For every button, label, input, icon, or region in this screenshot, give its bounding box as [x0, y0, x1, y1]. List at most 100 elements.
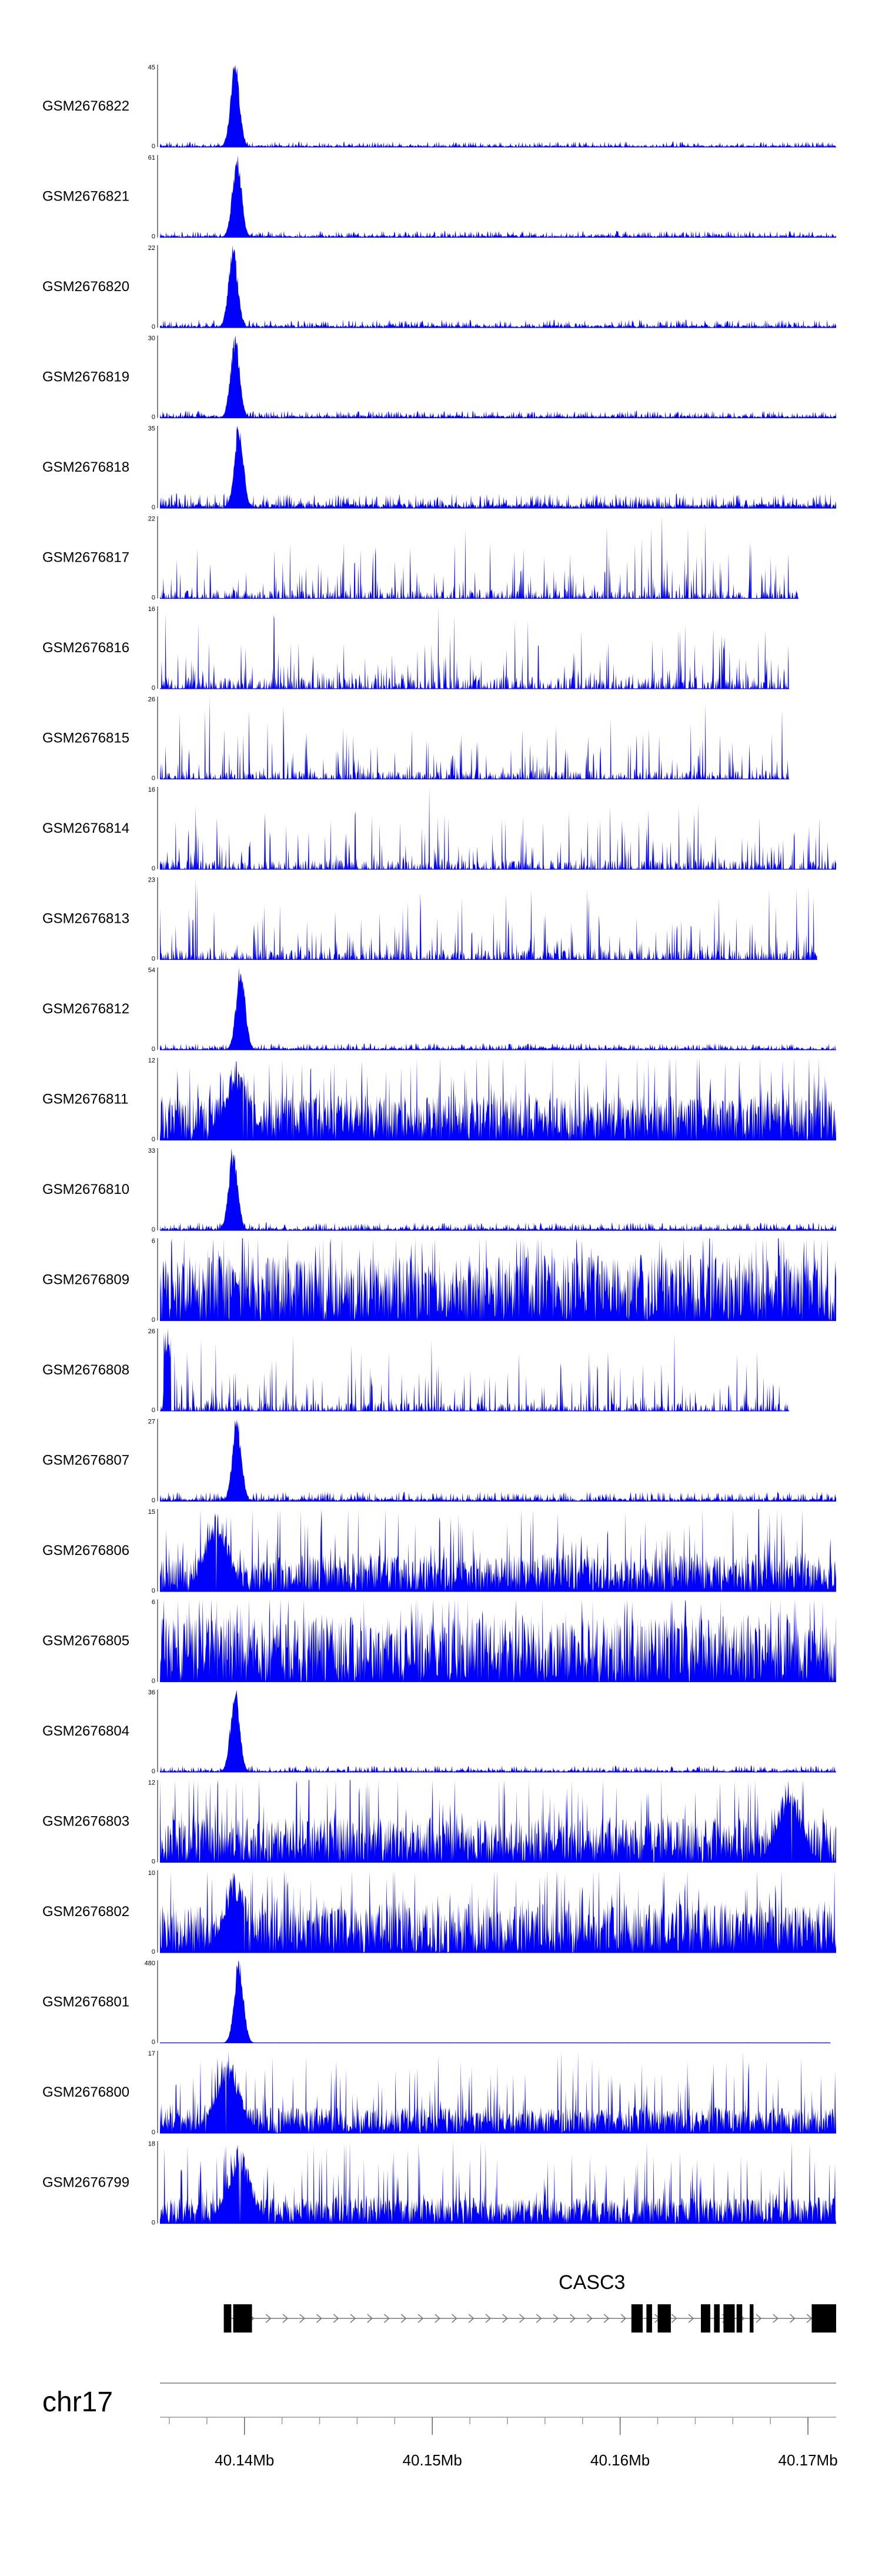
- y-min-label: 0: [152, 595, 155, 602]
- exon-block: [714, 2304, 720, 2333]
- strand-chevron: [435, 2314, 440, 2323]
- strand-chevron: [570, 2314, 576, 2323]
- coverage-area: [160, 1148, 836, 1230]
- track-label: GSM2676806: [42, 1543, 129, 1559]
- y-min-label: 0: [152, 323, 155, 331]
- coverage-area: [160, 1238, 836, 1321]
- track-GSM2676808: GSM2676808 26 0: [42, 1328, 790, 1414]
- exon-block: [723, 2304, 735, 2333]
- track-GSM2676819: GSM2676819 30 0: [42, 335, 836, 421]
- tick-label: 40.17Mb: [778, 2451, 837, 2469]
- y-max-label: 61: [148, 155, 155, 162]
- track-GSM2676813: GSM2676813 23 0: [42, 877, 818, 963]
- y-min-label: 0: [152, 2220, 155, 2227]
- exon-block: [811, 2304, 836, 2333]
- y-min-label: 0: [152, 233, 155, 241]
- y-min-label: 0: [152, 1317, 155, 1324]
- track-GSM2676816: GSM2676816 16 0: [42, 606, 790, 692]
- exon-block: [233, 2304, 252, 2333]
- y-max-label: 16: [148, 606, 155, 613]
- track-GSM2676820: GSM2676820 22 0: [42, 245, 836, 331]
- y-max-label: 45: [148, 64, 155, 71]
- y-max-label: 36: [148, 1689, 155, 1696]
- y-max-label: 27: [148, 1419, 155, 1426]
- exon-block: [223, 2304, 232, 2333]
- track-GSM2676810: GSM2676810 33 0: [42, 1147, 836, 1233]
- track-GSM2676799: GSM2676799 18 0: [42, 2141, 836, 2227]
- strand-chevron: [333, 2314, 339, 2323]
- track-GSM2676807: GSM2676807 27 0: [42, 1419, 836, 1504]
- coverage-area: [160, 426, 836, 508]
- coverage-area: [160, 1419, 836, 1501]
- track-label: GSM2676821: [42, 189, 129, 205]
- y-min-label: 0: [152, 1046, 155, 1053]
- track-GSM2676814: GSM2676814 16 0: [42, 786, 836, 872]
- strand-chevron: [603, 2314, 610, 2323]
- track-GSM2676811: GSM2676811 12 0: [42, 1057, 836, 1143]
- track-label: GSM2676801: [42, 1994, 129, 2010]
- y-max-label: 22: [148, 516, 155, 523]
- coverage-area: [160, 2051, 836, 2133]
- coverage-area: [160, 1599, 836, 1682]
- track-GSM2676802: GSM2676802 10 0: [42, 1870, 836, 1956]
- strand-chevron: [688, 2314, 694, 2323]
- strand-chevron: [384, 2314, 390, 2323]
- strand-chevron: [620, 2314, 627, 2323]
- track-label: GSM2676820: [42, 279, 129, 295]
- coverage-area: [160, 335, 836, 418]
- tick-label: 40.14Mb: [215, 2451, 274, 2469]
- strand-chevron: [587, 2314, 593, 2323]
- y-min-label: 0: [152, 775, 155, 782]
- strand-chevron: [756, 2314, 762, 2323]
- strand-chevron: [773, 2314, 779, 2323]
- y-min-label: 0: [152, 865, 155, 872]
- strand-chevron: [452, 2314, 457, 2323]
- coverage-area: [160, 967, 836, 1050]
- coverage-area: [160, 155, 836, 238]
- y-max-label: 17: [148, 2050, 155, 2057]
- coverage-area: [160, 1960, 831, 2043]
- coverage-area: [160, 696, 789, 779]
- exon-block: [750, 2304, 754, 2333]
- y-min-label: 0: [152, 2039, 155, 2046]
- y-max-label: 30: [148, 335, 155, 342]
- coverage-area: [160, 1057, 836, 1140]
- track-GSM2676812: GSM2676812 54 0: [42, 967, 836, 1053]
- y-min-label: 0: [152, 143, 155, 150]
- track-GSM2676806: GSM2676806 15 0: [42, 1509, 836, 1594]
- track-label: GSM2676817: [42, 550, 129, 566]
- strand-chevron: [485, 2314, 492, 2323]
- track-label: GSM2676819: [42, 369, 129, 385]
- track-GSM2676800: GSM2676800 17 0: [42, 2050, 836, 2136]
- coverage-area: [160, 1329, 789, 1411]
- y-min-label: 0: [152, 685, 155, 692]
- y-min-label: 0: [152, 1858, 155, 1866]
- y-max-label: 480: [145, 1960, 155, 1967]
- strand-chevron: [806, 2314, 813, 2323]
- y-min-label: 0: [152, 1948, 155, 1956]
- track-label: GSM2676803: [42, 1814, 129, 1830]
- strand-chevron: [790, 2314, 796, 2323]
- track-label: GSM2676805: [42, 1633, 129, 1649]
- genome-axis: chr17 40.14Mb 40.15Mb 40.16Mb 40.17Mb: [42, 2383, 838, 2469]
- y-min-label: 0: [152, 1678, 155, 1685]
- strand-chevron: [468, 2314, 475, 2323]
- track-label: GSM2676809: [42, 1272, 129, 1288]
- strand-chevron: [265, 2314, 272, 2323]
- y-max-label: 6: [152, 1599, 155, 1606]
- y-min-label: 0: [152, 414, 155, 421]
- track-GSM2676821: GSM2676821 61 0: [42, 155, 836, 241]
- strand-chevron: [502, 2314, 508, 2323]
- strand-chevron: [367, 2314, 373, 2323]
- strand-chevron: [553, 2314, 559, 2323]
- chromosome-label: chr17: [42, 2387, 113, 2418]
- track-label: GSM2676812: [42, 1001, 129, 1017]
- strand-chevron: [400, 2314, 407, 2323]
- coverage-area: [160, 2141, 836, 2224]
- y-max-label: 15: [148, 1509, 155, 1516]
- track-label: GSM2676808: [42, 1362, 129, 1378]
- track-GSM2676805: GSM2676805 6 0: [42, 1599, 836, 1685]
- track-label: GSM2676800: [42, 2084, 129, 2100]
- y-max-label: 6: [152, 1238, 155, 1245]
